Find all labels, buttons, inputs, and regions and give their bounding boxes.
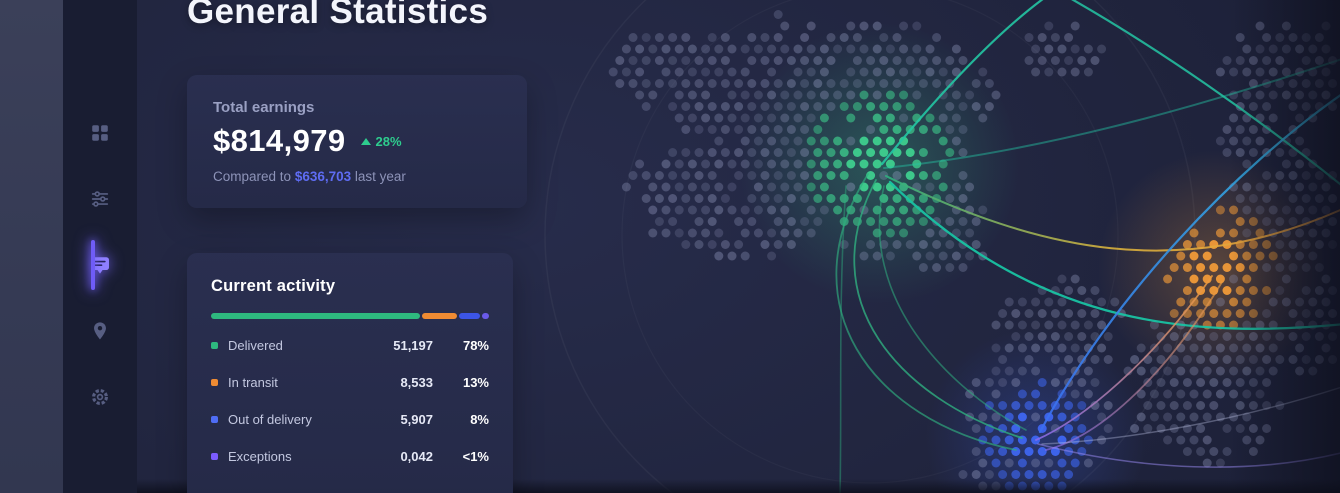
page-title: General Statistics bbox=[187, 0, 489, 31]
current-activity-card: Current activity Delivered 51,197 78% In tr… bbox=[187, 253, 513, 493]
legend-dot-icon bbox=[211, 379, 218, 386]
map-pin-icon bbox=[89, 320, 111, 342]
sliders-icon bbox=[89, 188, 111, 210]
bar-segment-delivered bbox=[211, 313, 420, 319]
row-label: Exceptions bbox=[228, 449, 292, 464]
sidebar-item-activity[interactable] bbox=[89, 240, 111, 290]
sidebar bbox=[63, 0, 137, 493]
activity-stacked-bar bbox=[211, 313, 489, 319]
sidebar-item-dashboard[interactable] bbox=[89, 122, 111, 144]
row-label: Out of delivery bbox=[228, 412, 312, 427]
sidebar-item-settings[interactable] bbox=[89, 386, 111, 408]
activity-title: Current activity bbox=[211, 277, 336, 295]
row-value: 5,907 bbox=[400, 412, 433, 427]
trend-up-icon bbox=[360, 137, 371, 145]
row-label: In transit bbox=[228, 375, 278, 390]
activity-row-in-transit: In transit 8,533 13% bbox=[211, 364, 489, 401]
trend-value: 28% bbox=[375, 133, 402, 149]
row-percent: 8% bbox=[470, 412, 489, 427]
activity-row-exceptions: Exceptions 0,042 <1% bbox=[211, 438, 489, 475]
chat-bubble-icon bbox=[89, 254, 111, 276]
gear-icon bbox=[89, 386, 111, 408]
activity-rows: Delivered 51,197 78% In transit 8,533 13% Out … bbox=[211, 327, 489, 475]
row-label: Delivered bbox=[228, 338, 283, 353]
sidebar-item-adjustments[interactable] bbox=[89, 188, 111, 210]
compare-prefix: Compared to bbox=[213, 169, 292, 184]
earnings-label: Total earnings bbox=[213, 99, 315, 116]
row-value: 51,197 bbox=[393, 338, 433, 353]
legend-dot-icon bbox=[211, 416, 218, 423]
row-percent: 13% bbox=[462, 375, 489, 390]
legend-dot-icon bbox=[211, 342, 218, 349]
bar-segment-out-of-delivery bbox=[458, 313, 480, 319]
row-value: 0,042 bbox=[400, 449, 433, 464]
earnings-amount: $814,979 bbox=[213, 123, 346, 158]
row-value: 8,533 bbox=[400, 375, 433, 390]
compare-suffix: last year bbox=[354, 169, 406, 184]
main-content: General Statistics Total earnings $814,9… bbox=[137, 0, 1340, 493]
activity-row-delivered: Delivered 51,197 78% bbox=[211, 327, 489, 364]
earnings-compare-line: Compared to $636,703 last year bbox=[213, 169, 501, 184]
sidebar-item-locations[interactable] bbox=[89, 320, 111, 342]
earnings-trend-badge: 28% bbox=[360, 133, 402, 149]
total-earnings-card: Total earnings $814,979 28% Compared to … bbox=[187, 75, 527, 208]
bar-segment-in-transit bbox=[421, 313, 457, 319]
compare-amount-link[interactable]: $636,703 bbox=[294, 169, 352, 184]
grid-icon bbox=[89, 122, 111, 144]
window-edge-strip bbox=[0, 0, 63, 493]
bar-segment-exceptions bbox=[481, 313, 489, 319]
legend-dot-icon bbox=[211, 453, 218, 460]
row-percent: 78% bbox=[462, 338, 489, 353]
row-percent: <1% bbox=[462, 449, 489, 464]
active-nav-indicator bbox=[91, 240, 95, 290]
activity-row-out-of-delivery: Out of delivery 5,907 8% bbox=[211, 401, 489, 438]
